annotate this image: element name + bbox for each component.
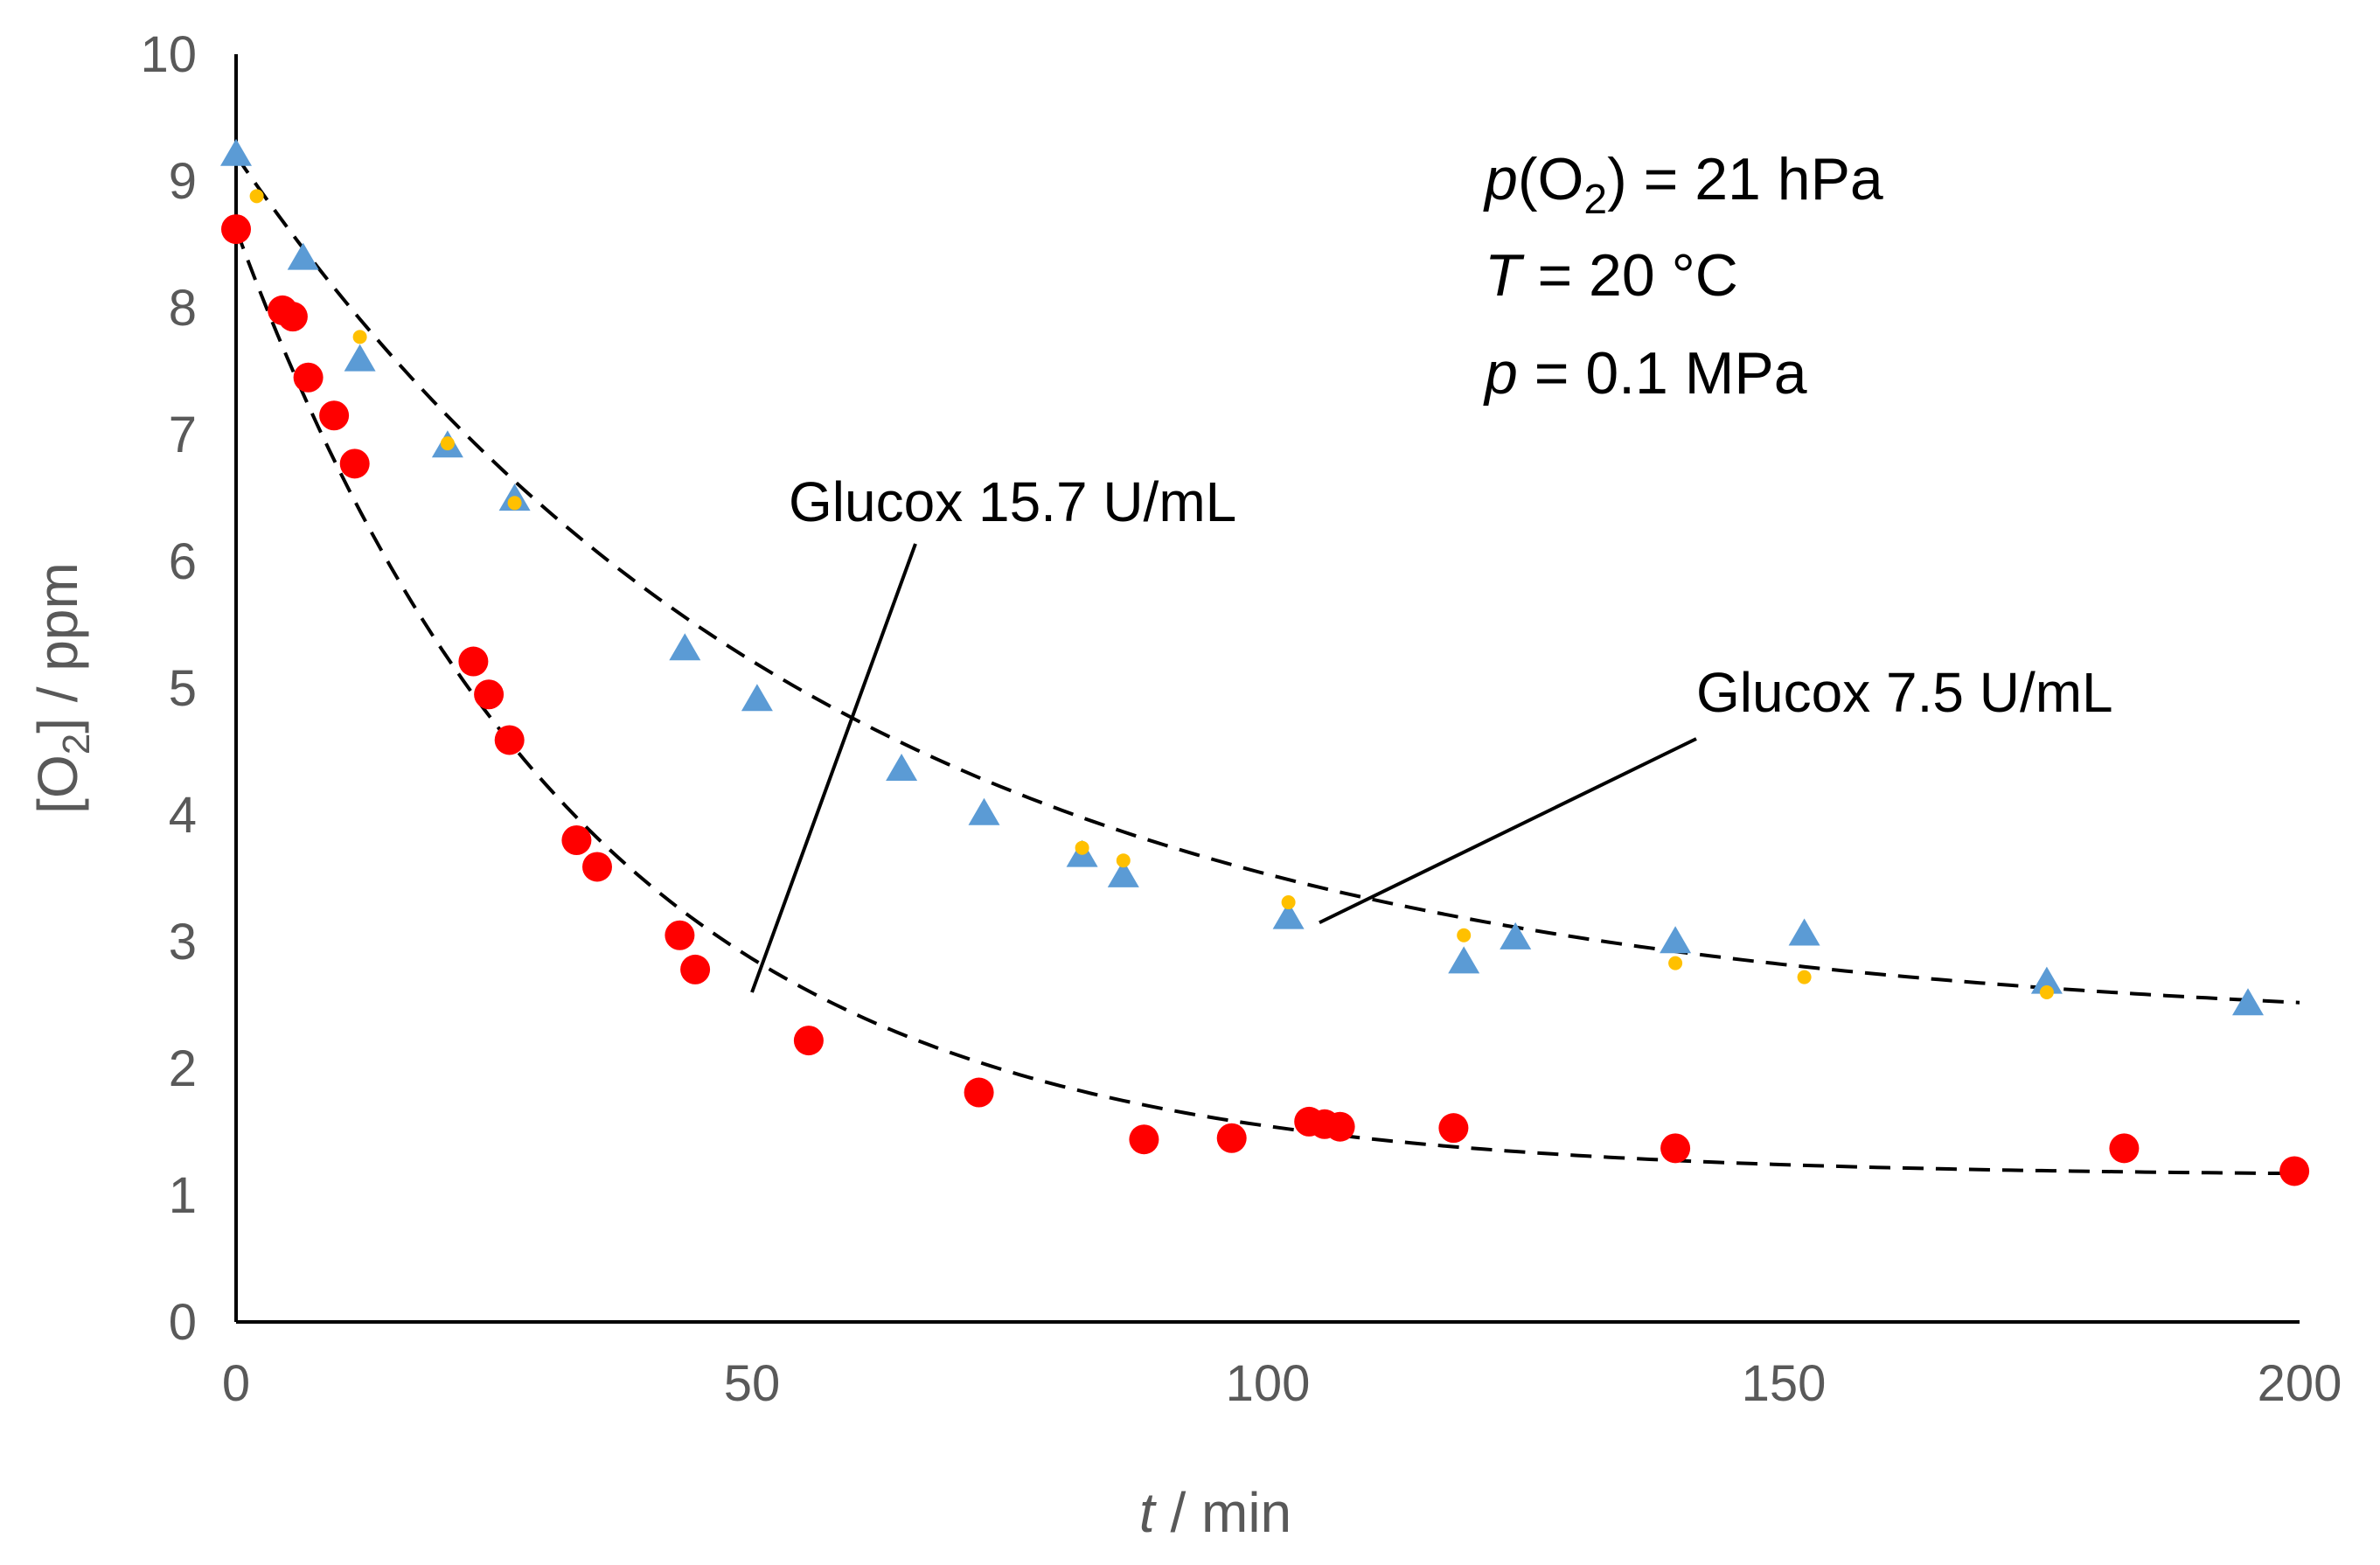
data-point-15-7: [793, 1026, 824, 1056]
y-tick-label: 4: [169, 787, 197, 844]
data-point-7-5: [344, 344, 376, 372]
data-point-7-5-replicate: [1457, 928, 1472, 942]
data-point-7-5: [287, 242, 319, 270]
data-point-15-7: [494, 725, 525, 755]
data-point-15-7: [1438, 1113, 1469, 1144]
data-point-15-7: [474, 679, 505, 710]
data-point-7-5: [1448, 946, 1480, 974]
data-point-15-7: [2279, 1156, 2310, 1186]
data-point-7-5-replicate: [2039, 985, 2054, 999]
data-point-7-5: [220, 138, 252, 166]
data-point-7-5-replicate: [249, 189, 264, 204]
y-tick-label: 6: [169, 533, 197, 590]
data-point-7-5: [741, 684, 773, 712]
data-point-7-5-replicate: [1075, 840, 1089, 855]
data-point-7-5-replicate: [1116, 853, 1131, 868]
y-axis-title: [O2] / ppm: [26, 562, 98, 814]
fit-curves: [234, 154, 2300, 1176]
data-point-15-7: [293, 362, 324, 393]
fit-curve-2: [234, 154, 2300, 1005]
annotation-pointers: [750, 543, 1697, 993]
data-point-15-7: [221, 214, 251, 245]
annotation-pointer-15-7: [750, 543, 917, 993]
fit-curve-1: [234, 228, 2300, 1176]
data-point-7-5: [2030, 966, 2063, 994]
data-point-7-5: [1788, 918, 1820, 946]
y-tick-label: 2: [169, 1040, 197, 1097]
x-tick-labels: 0 50 100 150 200: [222, 1355, 2342, 1412]
data-point-7-5: [1660, 926, 1692, 954]
annotation-glucox-7-5: Glucox 7.5 U/mL: [1696, 661, 2113, 724]
y-tick-label: 7: [169, 407, 197, 463]
data-point-15-7: [1216, 1123, 1247, 1153]
y-tick-labels: 0 1 2 3 4 5 6 7 8 9 10: [140, 26, 197, 1351]
condition-temperature: T = 20 °C: [1485, 242, 1738, 309]
data-point-7-5-replicate: [1797, 970, 1812, 984]
annotation-pointer-7-5: [1319, 737, 1697, 925]
data-point-7-5-replicate: [352, 330, 367, 344]
data-point-7-5-replicate: [1281, 895, 1296, 910]
x-tick-label: 50: [724, 1355, 781, 1412]
y-tick-label: 5: [169, 660, 197, 717]
data-point-15-7: [582, 852, 612, 882]
data-point-15-7: [665, 920, 695, 950]
data-point-7-5: [1500, 922, 1532, 949]
data-point-15-7: [561, 825, 592, 855]
y-tick-label: 8: [169, 280, 197, 337]
data-point-15-7: [458, 646, 489, 677]
y-tick-label: 1: [169, 1167, 197, 1224]
condition-oxygen-pressure: p(O2) = 21 hPa: [1483, 146, 1883, 223]
data-point-15-7: [1660, 1133, 1691, 1164]
data-point-7-5-replicate: [440, 436, 455, 451]
data-point-7-5: [2232, 988, 2264, 1016]
y-tick-label: 3: [169, 914, 197, 970]
annotation-glucox-15-7: Glucox 15.7 U/mL: [789, 470, 1236, 533]
x-tick-label: 150: [1742, 1355, 1827, 1412]
y-tick-label: 10: [140, 26, 197, 83]
data-point-7-5: [968, 797, 1000, 825]
data-point-15-7: [680, 954, 711, 984]
data-point-15-7: [277, 302, 308, 332]
data-point-15-7: [319, 400, 350, 431]
data-markers: [220, 138, 2310, 1186]
x-axis-title: t / min: [1139, 1481, 1291, 1544]
data-point-7-5: [886, 754, 918, 782]
y-tick-label: 9: [169, 153, 197, 210]
x-tick-label: 100: [1226, 1355, 1311, 1412]
data-point-7-5-replicate: [1668, 956, 1683, 970]
data-point-7-5: [669, 633, 701, 661]
y-tick-label: 0: [169, 1294, 197, 1351]
condition-pressure: p = 0.1 MPa: [1483, 340, 1807, 407]
data-point-7-5: [1107, 859, 1139, 887]
data-point-15-7: [1129, 1124, 1159, 1155]
data-point-15-7: [339, 449, 370, 479]
x-tick-label: 200: [2258, 1355, 2342, 1412]
data-point-15-7: [964, 1077, 994, 1108]
data-point-7-5: [1272, 901, 1305, 929]
data-point-15-7: [1325, 1111, 1355, 1142]
data-point-15-7: [2109, 1133, 2140, 1164]
data-point-7-5-replicate: [507, 496, 522, 511]
x-tick-label: 0: [222, 1355, 250, 1412]
